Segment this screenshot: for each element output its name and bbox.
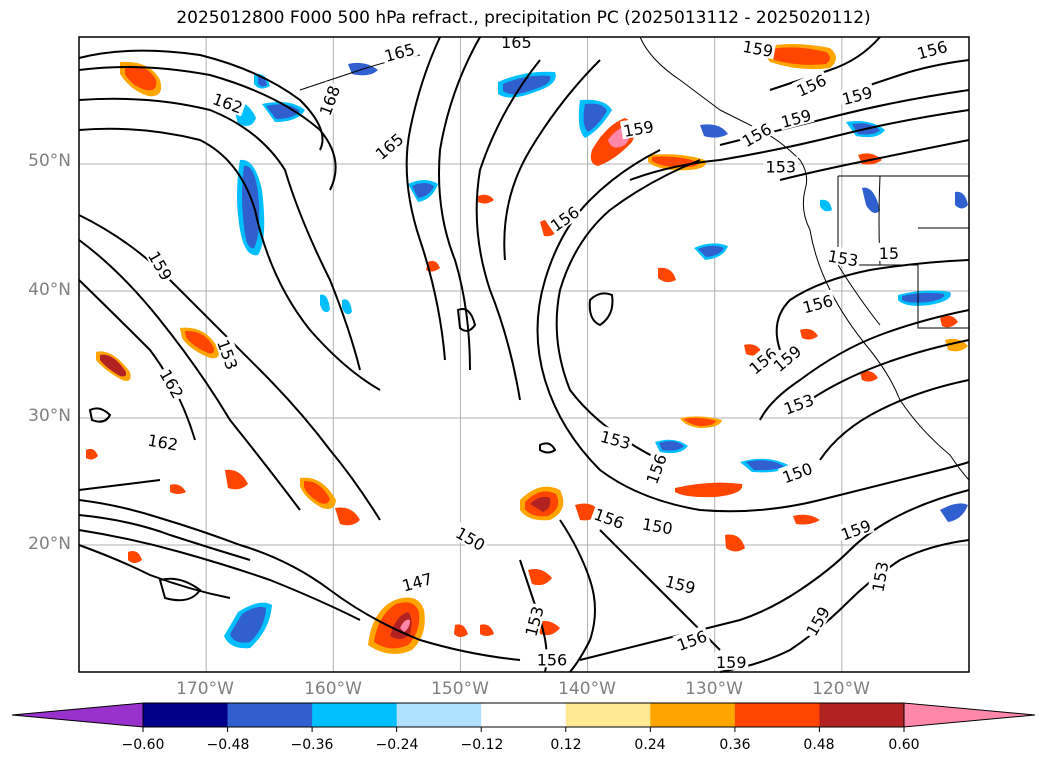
lat-label-50n: 50°N bbox=[28, 151, 71, 171]
colorbar-tick-label: 0.60 bbox=[888, 737, 920, 753]
colorbar-segment bbox=[565, 703, 651, 727]
colorbar-segment bbox=[143, 703, 229, 727]
contour-label-bg bbox=[743, 342, 782, 378]
contour-label: 159 bbox=[716, 653, 747, 672]
contour-label-bg bbox=[736, 117, 776, 151]
lon-label-150w: 150°W bbox=[431, 679, 489, 699]
lat-label-20n: 20°N bbox=[28, 534, 71, 554]
contour-label: 165 bbox=[501, 33, 532, 52]
contour-label-bg bbox=[214, 335, 243, 374]
contour-label-bg bbox=[913, 35, 951, 62]
colorbar bbox=[11, 702, 1036, 732]
contour-label-bg bbox=[838, 81, 876, 108]
contour-label-bg bbox=[144, 245, 178, 285]
contour-label-bg bbox=[767, 339, 806, 376]
refractivity-contours bbox=[78, 36, 970, 673]
contour-label-bg bbox=[156, 363, 189, 403]
map-border bbox=[78, 36, 970, 673]
lat-label-40n: 40°N bbox=[28, 280, 71, 300]
colorbar-extend-min bbox=[11, 702, 144, 728]
lon-label-160w: 160°W bbox=[304, 679, 362, 699]
colorbar-segment bbox=[312, 703, 398, 727]
lon-label-140w: 140°W bbox=[558, 679, 616, 699]
contour-label-bg bbox=[641, 449, 670, 488]
contour-label-bg bbox=[545, 200, 584, 235]
contour-label-bg bbox=[714, 651, 749, 670]
contour-label-bg bbox=[639, 513, 676, 537]
colorbar-segment bbox=[734, 703, 820, 727]
contour-label-bg bbox=[798, 289, 837, 316]
colorbar-tick-label: 0.12 bbox=[550, 737, 582, 753]
lon-label-170w: 170°W bbox=[176, 679, 234, 699]
precipitation-shading bbox=[86, 44, 968, 654]
contour-label-bg bbox=[314, 81, 343, 120]
contour-label-bg bbox=[763, 156, 798, 175]
contour-label-bg bbox=[590, 503, 629, 532]
contour-label-bg bbox=[672, 625, 711, 654]
colorbar-segment bbox=[650, 703, 736, 727]
chart-title: 2025012800 F000 500 hPa refract., precip… bbox=[176, 8, 871, 28]
colorbar-tick-label: 0.24 bbox=[634, 737, 666, 753]
contour-label-bg bbox=[836, 514, 875, 544]
contour-label-bg bbox=[144, 429, 182, 453]
contour-label-bg bbox=[534, 649, 569, 668]
colorbar-segment bbox=[481, 703, 567, 727]
contour-label-bg bbox=[777, 104, 815, 131]
colorbar-tick-label: −0.12 bbox=[460, 737, 504, 753]
colorbar-tick-label: −0.48 bbox=[206, 737, 250, 753]
contour-label-bg bbox=[209, 87, 248, 117]
contour-label-bg bbox=[867, 558, 891, 595]
contour-label-bg bbox=[791, 69, 831, 100]
contour-label-bg bbox=[876, 242, 901, 261]
contour-label: 153 bbox=[766, 158, 797, 177]
contour-label-bg bbox=[619, 115, 657, 140]
lat-label-30n: 30°N bbox=[28, 406, 71, 426]
contour-label-bg bbox=[739, 35, 777, 60]
contour-label-bg bbox=[661, 570, 700, 597]
colorbar-tick-label: −0.24 bbox=[375, 737, 419, 753]
contour-label-bg bbox=[380, 38, 418, 65]
colorbar-tick-label: −0.36 bbox=[290, 737, 334, 753]
contour-label-bg bbox=[398, 567, 436, 594]
colorbar-outline bbox=[142, 702, 905, 728]
lon-label-130w: 130°W bbox=[685, 679, 743, 699]
colorbar-extend-max bbox=[903, 702, 1036, 728]
contour-label-bg bbox=[520, 602, 547, 640]
contour-label-bg bbox=[597, 425, 635, 452]
lon-label-120w: 120°W bbox=[812, 679, 870, 699]
colorbar-segment bbox=[227, 703, 313, 727]
contour-label-bg bbox=[777, 457, 817, 486]
contour-label-bg bbox=[800, 601, 834, 640]
colorbar-tick-label: 0.36 bbox=[719, 737, 751, 753]
contour-label-bg bbox=[824, 245, 862, 269]
colorbar-segment bbox=[819, 703, 905, 727]
contour-label: 15 bbox=[879, 244, 899, 263]
colorbar-segment bbox=[396, 703, 482, 727]
contour-label-bg bbox=[779, 388, 818, 418]
colorbar-tick-label: −0.60 bbox=[121, 737, 165, 753]
contour-label: 156 bbox=[537, 650, 568, 669]
contour-label-bg bbox=[451, 521, 491, 555]
colorbar-tick-label: 0.48 bbox=[803, 737, 835, 753]
contour-label-bg bbox=[369, 127, 408, 164]
